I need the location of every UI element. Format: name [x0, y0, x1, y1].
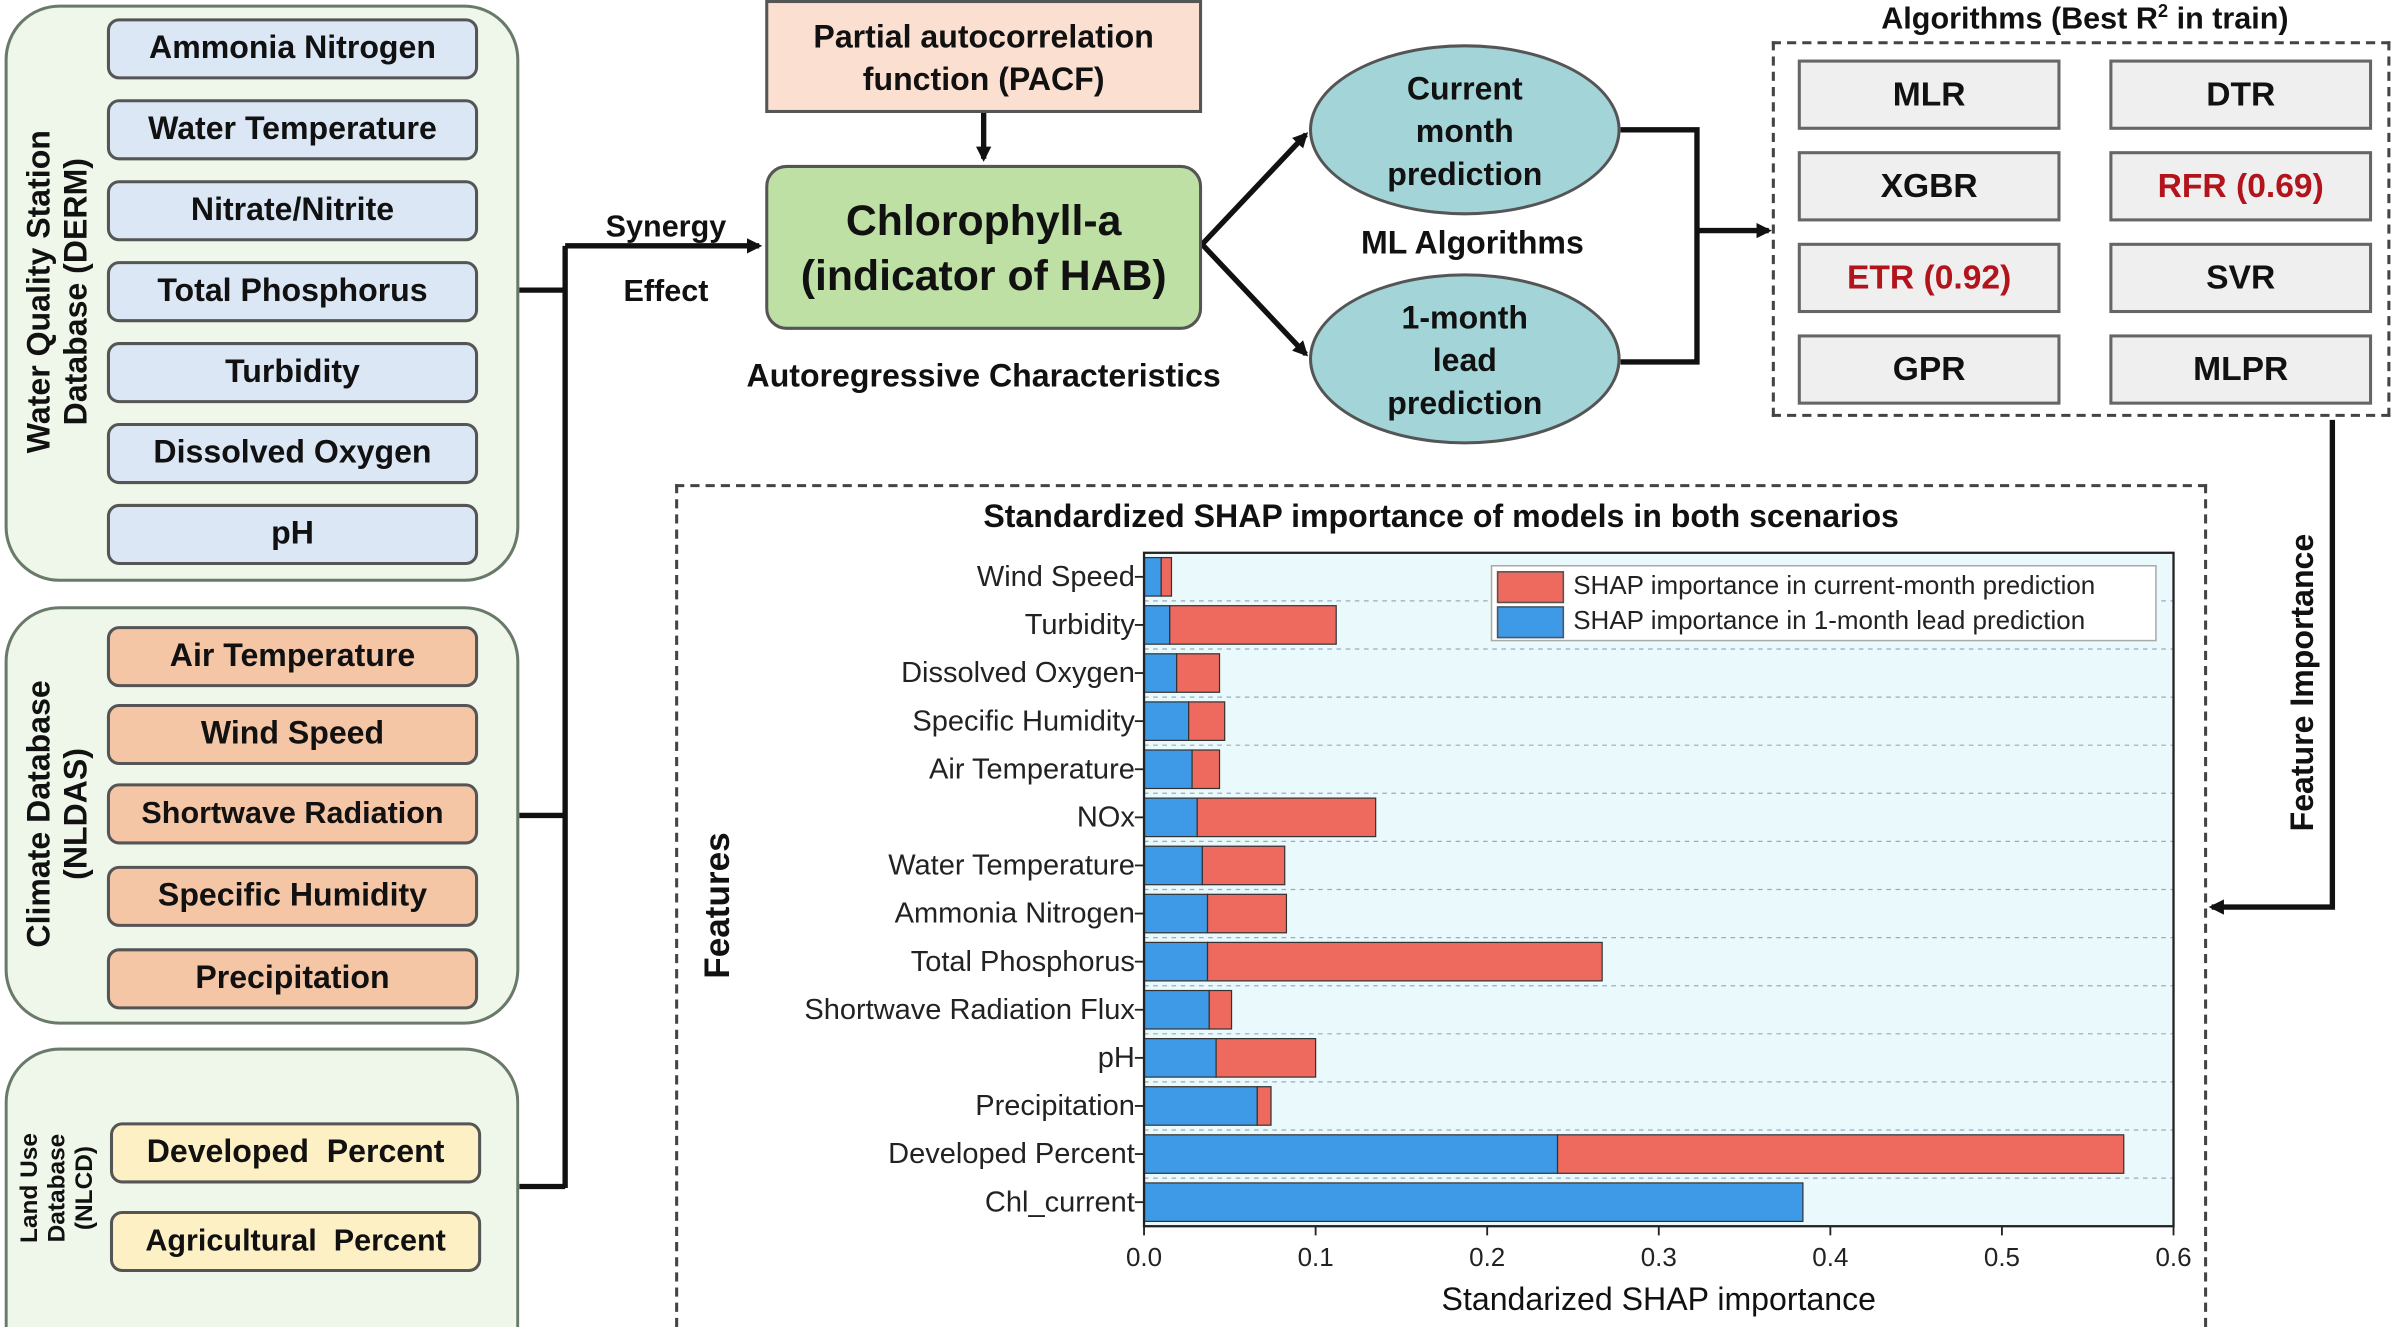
current-to-algo-line [1620, 127, 1700, 365]
bar-lead [1143, 989, 1210, 1030]
y-tick-label: Chl_current [985, 1186, 1135, 1218]
chart-title: Standardized SHAP importance of models i… [983, 499, 1899, 535]
bar-current [1206, 893, 1288, 934]
feature-specific-humidity: Specific Humidity [106, 865, 479, 927]
y-tick-label: Dissolved Oxygen [901, 657, 1135, 689]
bar-current [1206, 941, 1603, 982]
bar-current [1215, 1038, 1317, 1078]
algorithms-title: Algorithms (Best R2 in train) [1881, 0, 2289, 37]
bar-current [1160, 556, 1173, 597]
x-tick-label: 0.5 [1984, 1242, 2020, 1272]
feature-air-temperature: Air Temperature [106, 626, 479, 688]
pacf-box: Partial autocorrelation function (PACF) [765, 0, 1203, 114]
y-tick-label: Air Temperature [929, 753, 1135, 785]
feature-developed-percent: Developed Percent [109, 1122, 482, 1184]
algorithm-rfr: RFR (0.69) [2109, 151, 2373, 222]
algorithm-mlpr: MLPR [2109, 334, 2373, 405]
bar-current [1256, 1086, 1272, 1126]
current-month-ellipse: Current month prediction [1308, 44, 1621, 216]
to-current-arrow [1200, 132, 1309, 247]
y-tick-label: Developed Percent [888, 1138, 1135, 1170]
bar-lead [1143, 797, 1198, 838]
feature-turbidity: Turbidity [106, 342, 479, 404]
feature-wind-speed: Wind Speed [106, 703, 479, 766]
feature-dissolved-oxygen: Dissolved Oxygen [106, 422, 479, 485]
algorithm-mlr: MLR [1797, 59, 2061, 130]
algorithm-etr: ETR (0.92) [1797, 242, 2061, 314]
y-tick-label: pH [1098, 1042, 1135, 1074]
feature-importance-arrow [2208, 419, 2336, 915]
feature-total-phosphorus: Total Phosphorus [106, 261, 479, 323]
algorithm-svr: SVR [2109, 242, 2373, 314]
bar-current [1169, 605, 1337, 645]
y-tick-label: Specific Humidity [912, 705, 1135, 737]
legend-item-current: SHAP importance in current-month predict… [1496, 570, 2096, 604]
ml-algorithms-label: ML Algorithms [1361, 226, 1584, 262]
x-tick-label: 0.3 [1641, 1242, 1677, 1272]
bar-current [1201, 845, 1286, 886]
shap-chart-panel [675, 484, 2208, 1327]
y-tick-label: Precipitation [975, 1090, 1135, 1122]
legend-label-current: SHAP importance in current-month predict… [1573, 571, 2096, 601]
y-tick-label: Wind Speed [977, 561, 1135, 593]
y-tick-label: Total Phosphorus [911, 946, 1135, 978]
feature-precipitation: Precipitation [106, 948, 479, 1010]
y-tick-label: Ammonia Nitrogen [895, 898, 1135, 930]
legend-item-lead: SHAP importance in 1-month lead predicti… [1496, 605, 2086, 639]
bar-lead [1143, 1134, 1559, 1174]
x-tick-label: 0.4 [1812, 1242, 1848, 1272]
algorithm-dtr: DTR [2109, 59, 2373, 130]
bar-current [1191, 749, 1221, 790]
bar-lead [1143, 845, 1203, 886]
chlorophyll-target-box: Chlorophyll-a (indicator of HAB) [765, 164, 1203, 330]
land-use-panel: Land Use Database (NLCD) [4, 1047, 520, 1327]
bar-current [1208, 989, 1233, 1030]
to-lead-arrow [1200, 242, 1309, 357]
feature-nitrate-nitrite: Nitrate/Nitrite [106, 180, 479, 242]
y-tick-label: Water Temperature [888, 850, 1135, 882]
chart-x-axis-label: Standarized SHAP importance [1441, 1282, 1877, 1318]
legend-swatch-lead [1496, 605, 1565, 638]
y-tick-label: NOx [1077, 802, 1136, 834]
one-month-lead-ellipse: 1-month lead prediction [1308, 273, 1621, 445]
bar-current [1556, 1134, 2125, 1174]
y-tick-label: Turbidity [1025, 609, 1136, 641]
bar-current [1176, 653, 1221, 693]
bar-lead [1143, 556, 1162, 597]
bar-lead [1143, 1182, 1804, 1223]
x-tick-label: 0.1 [1298, 1242, 1334, 1272]
x-tick-label: 0.2 [1469, 1242, 1505, 1272]
algorithms-panel [1771, 41, 2391, 417]
feature-ph: pH [106, 503, 479, 566]
bar-lead [1143, 941, 1209, 982]
algorithm-xgbr: XGBR [1797, 151, 2061, 222]
algorithm-gpr: GPR [1797, 334, 2061, 405]
feature-water-temperature: Water Temperature [106, 99, 479, 161]
bar-lead [1143, 701, 1190, 741]
bar-current [1188, 701, 1226, 741]
y-tick-label: Shortwave Radiation Flux [804, 994, 1135, 1026]
x-tick-label: 0.6 [2155, 1242, 2191, 1272]
feature-agricultural-percent: Agricultural Percent [109, 1210, 482, 1273]
x-tick-label: 0.0 [1126, 1242, 1162, 1272]
autoregressive-label: Autoregressive Characteristics [746, 358, 1221, 394]
bar-lead [1143, 605, 1171, 645]
legend-swatch-current [1496, 570, 1565, 603]
feature-shortwave-radiation: Shortwave Radiation [106, 783, 479, 845]
bar-lead [1143, 749, 1193, 790]
legend-label-lead: SHAP importance in 1-month lead predicti… [1573, 606, 2086, 636]
synergy-effect-label: Synergy Effect [605, 210, 727, 309]
bar-lead [1143, 1038, 1217, 1078]
chart-legend: SHAP importance in current-month predict… [1490, 565, 2157, 642]
bar-lead [1143, 1086, 1258, 1126]
bar-lead [1143, 653, 1178, 693]
bar-current [1196, 797, 1377, 838]
bar-lead [1143, 893, 1209, 934]
feature-ammonia-nitrogen: Ammonia Nitrogen [106, 18, 479, 80]
